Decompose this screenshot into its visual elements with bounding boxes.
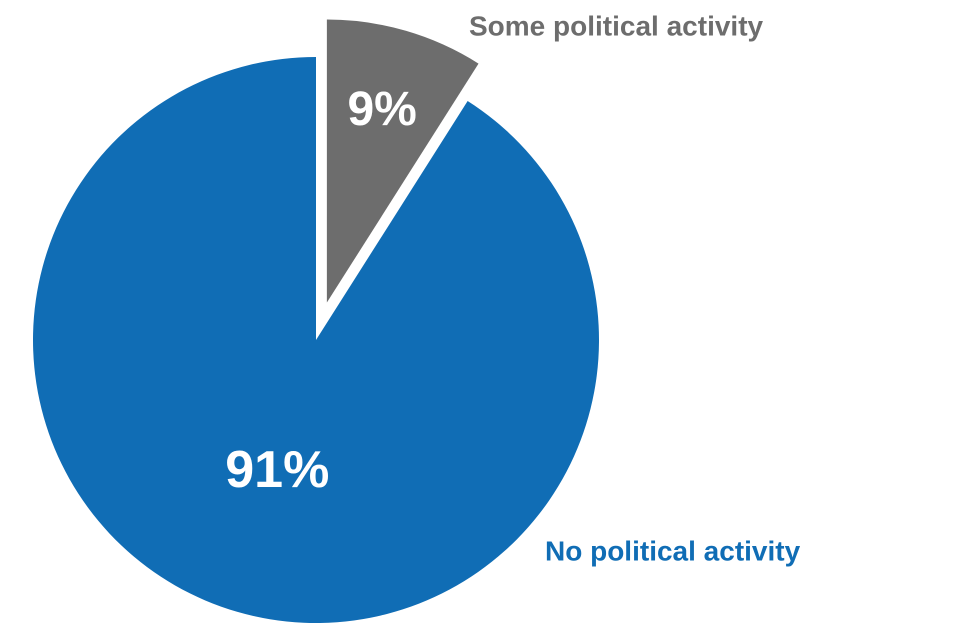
category-label: Some political activity [469,10,764,41]
pie-slice [33,57,600,623]
category-label: No political activity [545,535,801,566]
slice-value-label: 91% [225,441,329,499]
slice-value-label: 9% [347,83,416,136]
pie-slice [326,19,479,303]
